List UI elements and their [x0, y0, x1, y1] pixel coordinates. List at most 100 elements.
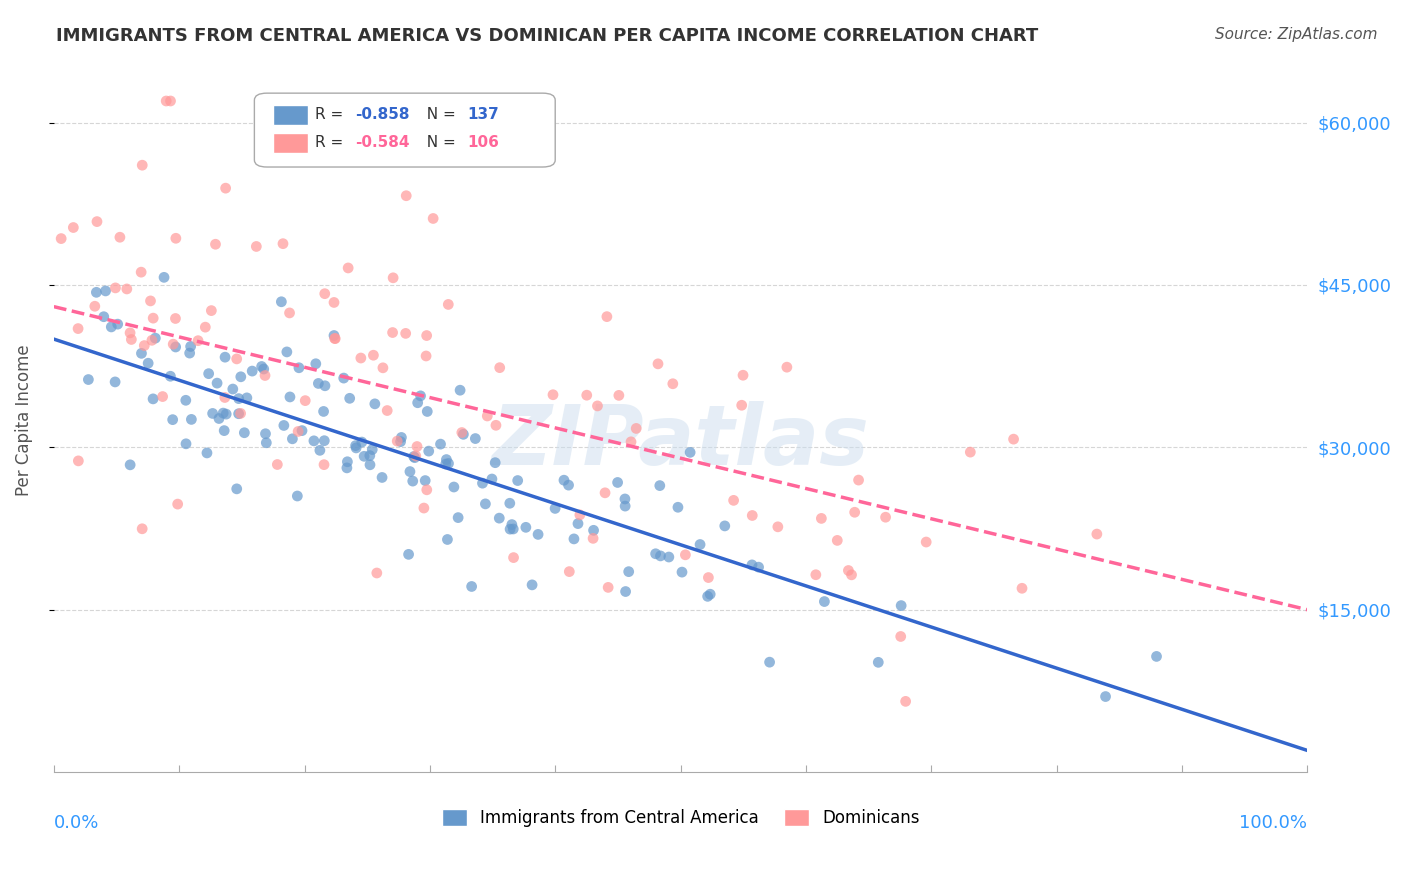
Point — [626, 421, 648, 435]
Point — [488, 511, 510, 525]
Point — [409, 389, 432, 403]
Point — [434, 457, 457, 471]
Point — [375, 403, 398, 417]
Point — [120, 458, 142, 472]
Point — [94, 284, 117, 298]
Point — [613, 491, 636, 506]
Point — [598, 581, 620, 595]
Point — [679, 445, 702, 459]
Point — [336, 455, 359, 469]
Point — [254, 435, 277, 450]
Y-axis label: Per Capita Income: Per Capita Income — [15, 344, 32, 496]
Point — [174, 437, 197, 451]
Point — [240, 364, 263, 378]
Point — [553, 473, 575, 487]
Point — [447, 510, 470, 524]
Point — [699, 587, 721, 601]
Point — [1085, 527, 1108, 541]
Point — [406, 396, 429, 410]
Text: 137: 137 — [467, 107, 499, 121]
Point — [67, 454, 90, 468]
Point — [766, 520, 789, 534]
Point — [387, 434, 409, 449]
Point — [86, 214, 108, 228]
Point — [915, 535, 938, 549]
Point — [399, 465, 422, 479]
Point — [697, 570, 720, 584]
Text: -0.584: -0.584 — [354, 135, 409, 150]
Point — [502, 550, 524, 565]
Point — [104, 281, 127, 295]
Point — [890, 599, 912, 613]
Point — [501, 517, 523, 532]
Point — [281, 432, 304, 446]
Point — [648, 478, 671, 492]
Point — [225, 482, 247, 496]
Point — [314, 378, 336, 392]
Point — [212, 424, 235, 438]
Point — [502, 522, 524, 536]
Point — [83, 299, 105, 313]
Point — [568, 508, 591, 522]
Point — [776, 360, 799, 375]
Point — [214, 391, 236, 405]
Point — [350, 351, 373, 365]
Point — [437, 457, 460, 471]
Text: 106: 106 — [467, 135, 499, 150]
Point — [142, 311, 165, 326]
Point — [166, 497, 188, 511]
Point — [696, 590, 718, 604]
Point — [412, 501, 434, 516]
Point — [1002, 432, 1025, 446]
Point — [212, 406, 235, 420]
Point — [359, 449, 381, 463]
Point — [194, 320, 217, 334]
Point — [398, 547, 420, 561]
Point — [382, 270, 405, 285]
Point — [134, 338, 156, 352]
Point — [222, 382, 245, 396]
Point — [614, 584, 637, 599]
Point — [77, 372, 100, 386]
Point — [361, 442, 384, 457]
Point — [159, 94, 181, 108]
Point — [402, 474, 425, 488]
Point — [271, 236, 294, 251]
Point — [225, 351, 247, 366]
Point — [139, 293, 162, 308]
Point — [229, 369, 252, 384]
Point — [617, 565, 640, 579]
Point — [180, 412, 202, 426]
Point — [844, 505, 866, 519]
Point — [323, 295, 346, 310]
Point — [666, 500, 689, 515]
Point — [575, 388, 598, 402]
Point — [129, 265, 152, 279]
Point — [406, 440, 429, 454]
Point — [312, 458, 335, 472]
Point — [515, 520, 537, 534]
Point — [620, 434, 643, 449]
Point — [107, 317, 129, 331]
Point — [270, 294, 292, 309]
Point — [450, 425, 472, 440]
Point — [208, 411, 231, 425]
Point — [120, 326, 142, 340]
Point — [336, 461, 359, 475]
Point — [723, 493, 745, 508]
Point — [673, 548, 696, 562]
Point — [323, 332, 346, 346]
Point — [658, 549, 681, 564]
Point — [848, 473, 870, 487]
Point — [215, 407, 238, 421]
Point — [141, 334, 163, 348]
Point — [395, 326, 418, 341]
Point — [415, 328, 437, 343]
Point — [363, 348, 385, 362]
Point — [527, 527, 550, 541]
Point — [422, 211, 444, 226]
Point — [614, 499, 637, 513]
Point — [115, 282, 138, 296]
Point — [460, 579, 482, 593]
Point — [647, 357, 669, 371]
